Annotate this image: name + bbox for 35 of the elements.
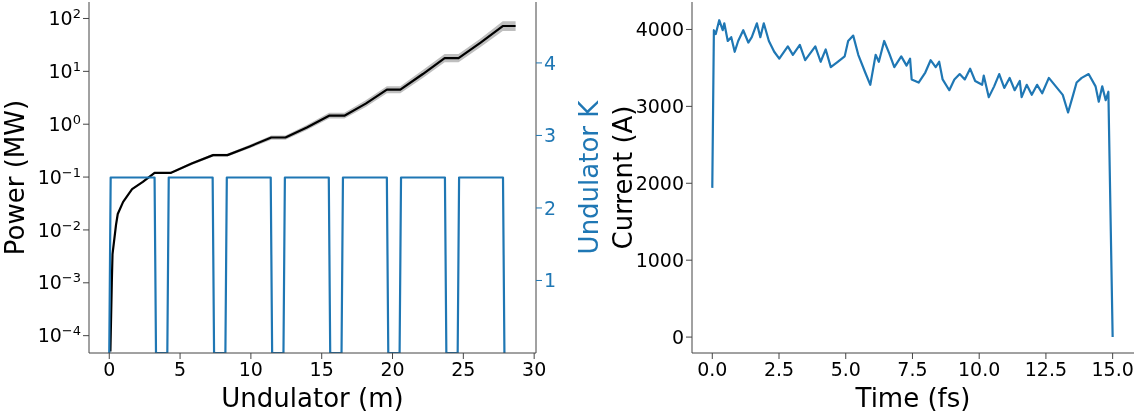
y-tick-label: 10$^{−2}$ (37, 217, 81, 241)
x-tick-label: 0.0 (697, 358, 728, 381)
x-tick-label: 15.0 (1091, 358, 1134, 381)
x-tick-label: 20 (380, 358, 405, 381)
y-tick-label: 10$^{−4}$ (37, 322, 81, 347)
x-tick-label: 12.5 (1024, 358, 1068, 381)
x-tick-label: 15 (309, 358, 334, 381)
x-tick-label: 5.0 (830, 358, 861, 381)
y2-tick-label: 1 (544, 269, 557, 292)
x-tick-label: 0 (103, 358, 116, 381)
x-tick-label: 10 (238, 358, 263, 381)
y2-tick-label: 2 (544, 196, 557, 219)
y-tick-label: 4000 (635, 18, 684, 41)
y-tick-label: 10$^{1}$ (48, 58, 81, 82)
x-tick-label: 2.5 (763, 358, 795, 381)
y-tick-label: 0 (671, 325, 684, 348)
x-tick-label: 10.0 (958, 358, 1001, 381)
y-tick-label: 1000 (635, 248, 684, 271)
y-tick-label: 10$^{−3}$ (37, 269, 81, 294)
x-tick-label: 25 (451, 358, 476, 381)
x-tick-label: 7.5 (897, 358, 928, 381)
x-axis-title: Undulator (m) (221, 383, 404, 413)
y-axis-title: Current (A) (608, 105, 638, 250)
x-tick-label: 30 (522, 358, 547, 381)
y-axis-title: Power (MW) (0, 99, 30, 256)
y2-tick-label: 3 (544, 124, 557, 147)
y-tick-label: 3000 (635, 95, 684, 118)
y2-axis-title: Undulator K (574, 99, 604, 255)
x-tick-label: 5 (174, 358, 187, 381)
x-axis-title: Time (fs) (854, 383, 971, 413)
y-tick-label: 10$^{2}$ (48, 5, 81, 30)
y2-tick-label: 4 (544, 51, 557, 74)
y-tick-label: 2000 (635, 171, 684, 194)
y-tick-label: 10$^{0}$ (48, 111, 81, 135)
y-tick-label: 10$^{−1}$ (37, 164, 81, 188)
